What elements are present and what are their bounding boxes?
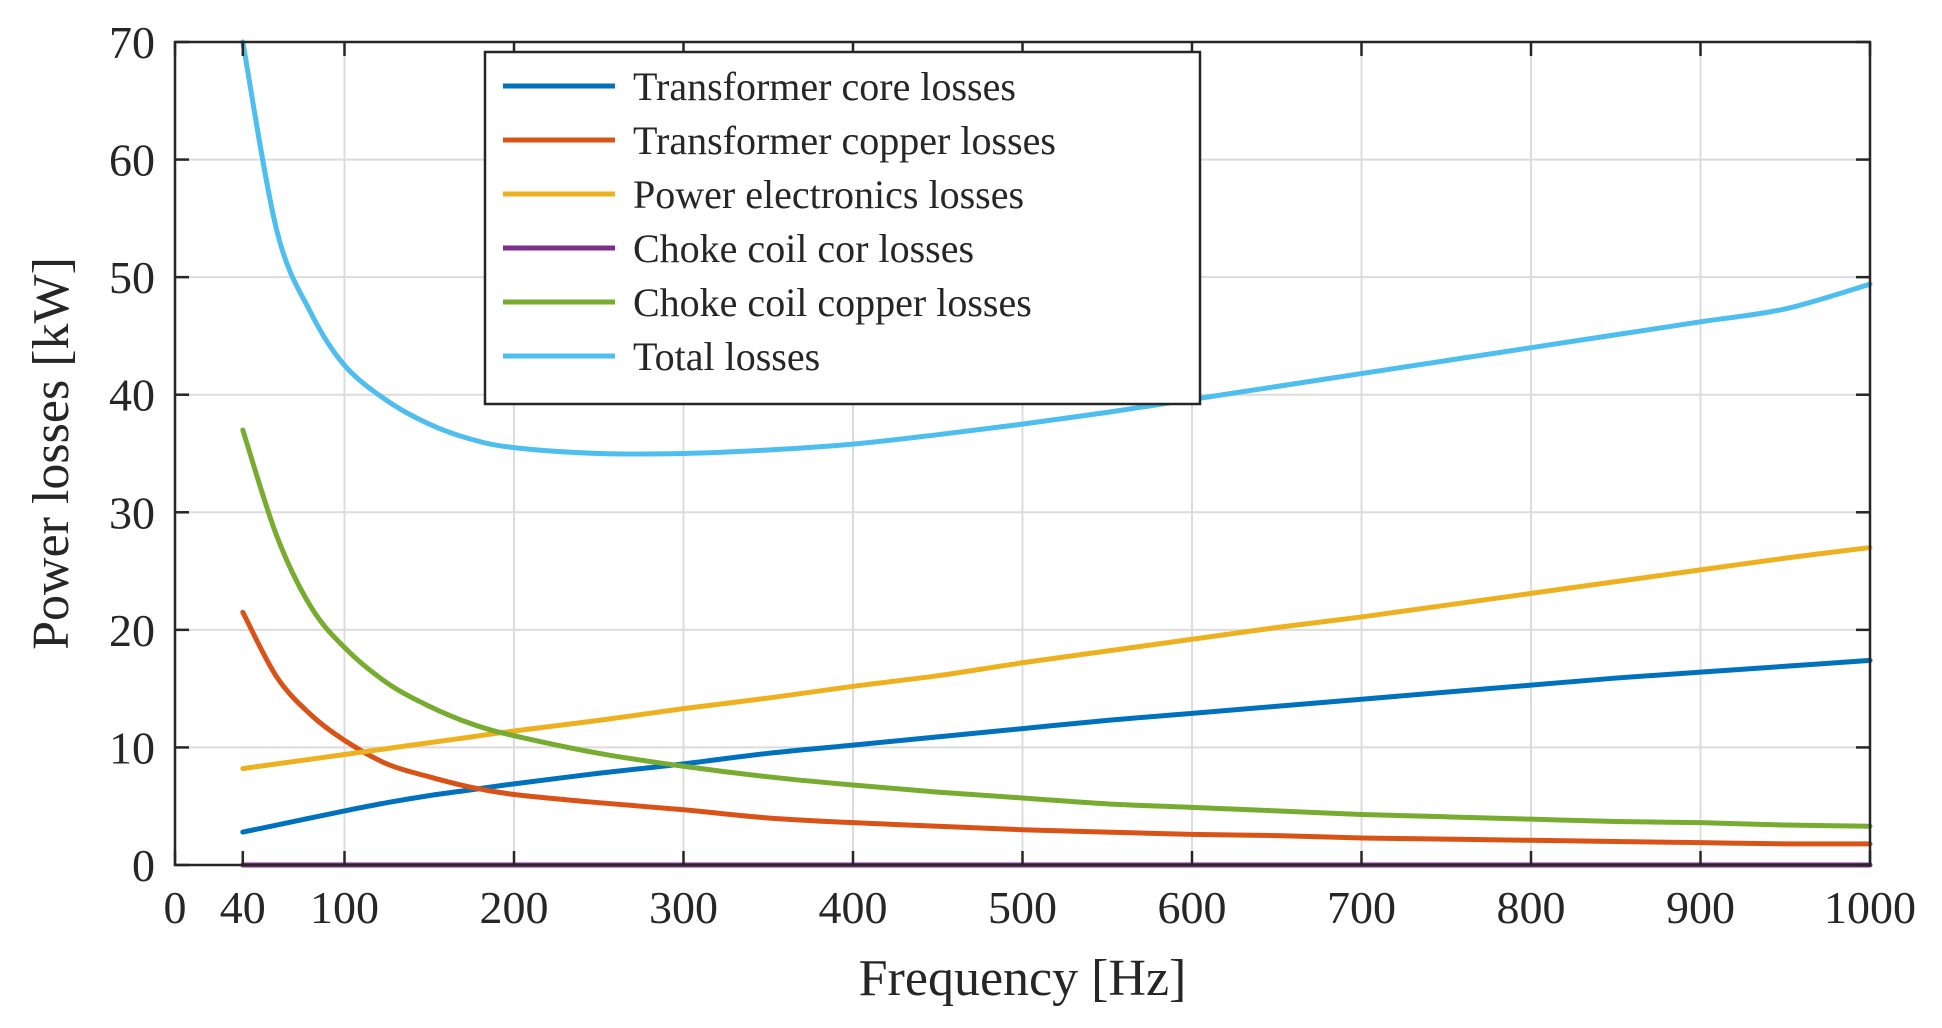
y-tick-label: 50 <box>109 252 155 303</box>
y-tick-label: 60 <box>109 135 155 186</box>
x-tick-label: 800 <box>1497 882 1566 933</box>
series-line-power-electronics-losses <box>240 545 1873 772</box>
axis-ticks: 0 40 100 200 300 400 500 600 700 800 900 1000 0 10 20 3… <box>109 17 1916 933</box>
x-tick-label: 400 <box>819 882 888 933</box>
x-tick-label: 900 <box>1666 882 1735 933</box>
legend-label-total-losses: Total losses <box>633 334 820 379</box>
legend-label-transformer-copper-losses: Transformer copper losses <box>633 118 1056 163</box>
y-tick-label: 10 <box>109 722 155 773</box>
series-line-transformer-core-losses <box>240 657 1873 835</box>
legend-label-power-electronics-losses: Power electronics losses <box>633 172 1024 217</box>
x-tick-label: 1000 <box>1824 882 1916 933</box>
series-line-choke-coil-copper-losses <box>240 427 1873 829</box>
x-tick-label: 40 <box>220 882 266 933</box>
legend-label-choke-coil-copper-losses: Choke coil copper losses <box>633 280 1032 325</box>
x-tick-label: 500 <box>988 882 1057 933</box>
y-tick-label: 40 <box>109 370 155 421</box>
x-tick-label: 700 <box>1327 882 1396 933</box>
series-line-total-losses <box>240 39 1873 457</box>
legend-box <box>483 50 1202 406</box>
y-tick-label: 70 <box>109 17 155 68</box>
x-tick-label: 300 <box>649 882 718 933</box>
x-tick-label: 100 <box>310 882 379 933</box>
x-tick-label: 200 <box>480 882 549 933</box>
y-tick-label: 20 <box>109 605 155 656</box>
y-axis-title: Power losses [kW] <box>23 257 80 650</box>
series-line-transformer-copper-losses <box>240 609 1873 847</box>
y-tick-label: 0 <box>132 840 155 891</box>
x-tick-label: 600 <box>1158 882 1227 933</box>
legend-label-transformer-core-losses: Transformer core losses <box>633 64 1016 109</box>
x-axis-title: Frequency [Hz] <box>859 950 1187 1007</box>
legend: Transformer core losses Transformer coppe… <box>483 50 1202 406</box>
x-tick-label: 0 <box>164 882 187 933</box>
legend-label-choke-coil-cor-losses: Choke coil cor losses <box>633 226 974 271</box>
y-tick-label: 30 <box>109 487 155 538</box>
